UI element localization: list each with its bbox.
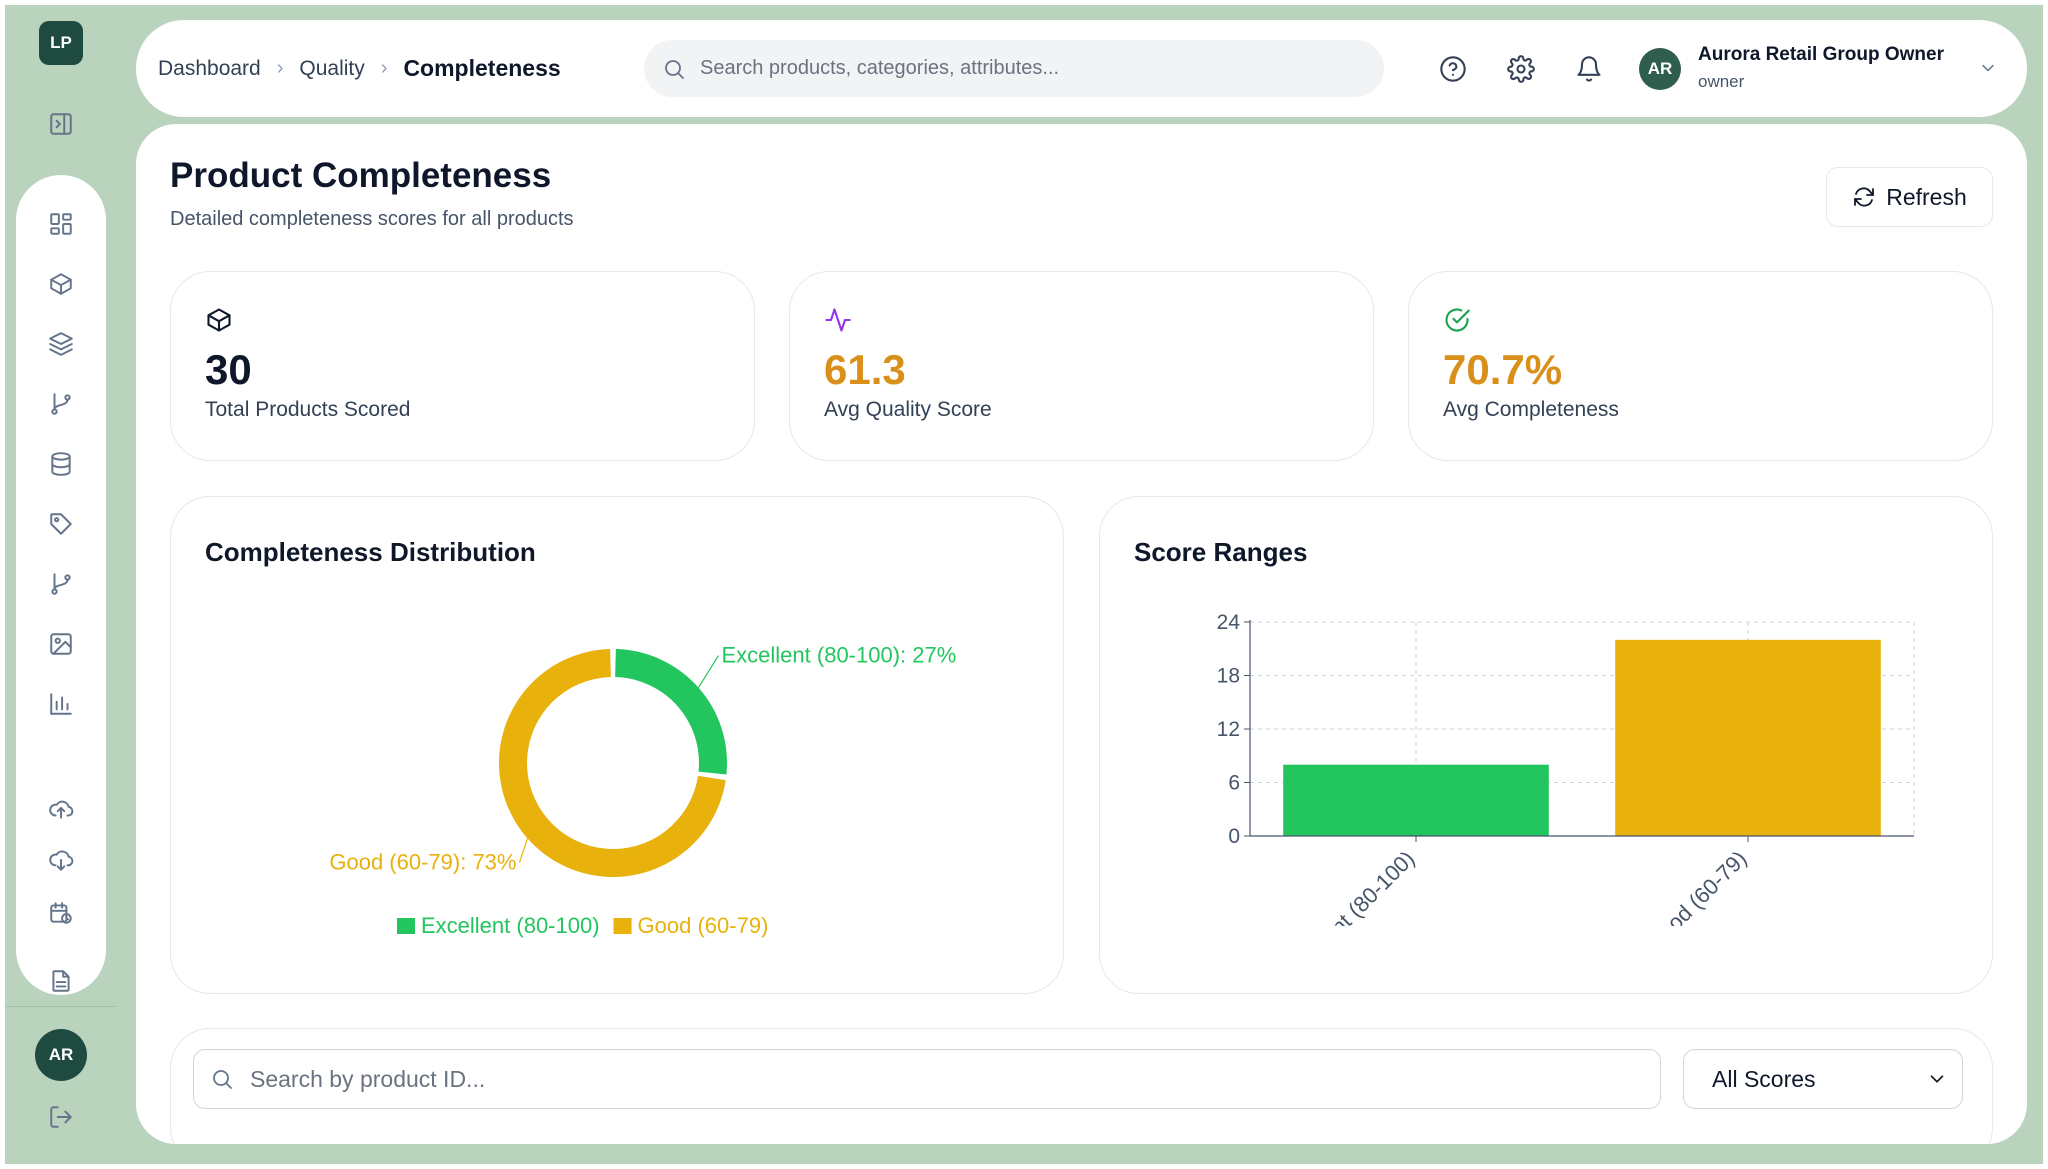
- sidebar-avatar[interactable]: AR: [35, 1029, 87, 1081]
- git-branch-icon[interactable]: [47, 390, 75, 418]
- app-logo[interactable]: LP: [39, 21, 83, 65]
- product-id-search-input[interactable]: [250, 1065, 1630, 1093]
- download-cloud-icon[interactable]: [47, 847, 75, 875]
- legend-label: Excellent (80-100): [421, 913, 600, 938]
- score-filter-select[interactable]: All Scores: [1683, 1049, 1963, 1109]
- sidebar-toggle-icon[interactable]: [47, 110, 75, 138]
- layers-icon[interactable]: [47, 330, 75, 358]
- page-title: Product Completeness: [170, 156, 552, 195]
- y-tick-label: 6: [1228, 772, 1240, 795]
- chevron-right-icon: ›: [380, 57, 388, 79]
- main-panel: Product Completeness Detailed completene…: [136, 124, 2027, 1144]
- user-avatar[interactable]: AR: [1639, 48, 1681, 90]
- stat-value: 70.7%: [1443, 346, 1563, 393]
- donut-chart: Excellent (80-100): 27% Good (60-79): 73%…: [329, 643, 957, 938]
- slice-label: Good (60-79): 73%: [329, 849, 516, 874]
- legend-swatch: [613, 918, 632, 934]
- file-text-icon[interactable]: [47, 967, 75, 995]
- y-tick-label: 0: [1228, 825, 1240, 848]
- slice-leader-line: [518, 838, 529, 863]
- breadcrumb: Dashboard › Quality › Completeness: [158, 20, 561, 117]
- bar-0: [1283, 764, 1549, 836]
- refresh-icon: [1854, 187, 1875, 207]
- score-ranges-chart-card: Score Ranges 0 6 12 18 24 Excellent (80-100) G…: [1099, 496, 1993, 994]
- breadcrumb-dashboard[interactable]: Dashboard: [158, 56, 261, 80]
- logo-text: LP: [50, 33, 72, 52]
- stat-label: Avg Completeness: [1443, 398, 1619, 421]
- stat-card-avg-quality: 61.3 Avg Quality Score: [789, 271, 1374, 461]
- legend-label: Good (60-79): [638, 913, 769, 938]
- image-icon[interactable]: [47, 630, 75, 658]
- sidebar-nav: [16, 175, 106, 995]
- stat-value: 61.3: [824, 346, 906, 393]
- search-icon: [662, 56, 688, 82]
- y-tick-label: 24: [1217, 611, 1241, 634]
- user-name[interactable]: Aurora Retail Group Owner: [1698, 44, 1944, 65]
- stat-card-avg-completeness: 70.7% Avg Completeness: [1408, 271, 1993, 461]
- upload-cloud-icon[interactable]: [47, 795, 75, 823]
- legend-swatch: [397, 918, 415, 934]
- settings-gear-icon[interactable]: [1506, 54, 1536, 84]
- database-icon[interactable]: [47, 450, 75, 478]
- score-filter-value: All Scores: [1712, 1065, 1816, 1092]
- bar-chart: 0 6 12 18 24 Excellent (80-100) Good (60-79): [1217, 611, 1915, 990]
- sidebar-divider: [6, 1006, 116, 1007]
- search-icon: [210, 1066, 236, 1092]
- stat-value: 30: [205, 346, 252, 393]
- y-tick-label: 12: [1217, 718, 1240, 741]
- git-branch-icon[interactable]: [47, 570, 75, 598]
- help-icon[interactable]: [1438, 54, 1468, 84]
- bar-chart-icon[interactable]: [47, 690, 75, 718]
- stat-label: Avg Quality Score: [824, 398, 992, 421]
- dashboard-icon[interactable]: [47, 210, 75, 238]
- x-tick-label: Good (60-79): [1641, 846, 1751, 956]
- user-role: owner: [1698, 72, 1745, 91]
- page-subtitle: Detailed completeness scores for all pro…: [170, 208, 574, 230]
- x-tick-label: Excellent (80-100): [1276, 846, 1420, 990]
- distribution-chart-card: Completeness Distribution Excellent (80-…: [170, 496, 1064, 994]
- tag-icon[interactable]: [47, 510, 75, 538]
- bar-1: [1615, 639, 1881, 836]
- check-circle-icon: [1443, 306, 1473, 336]
- donut-slice-0: [615, 649, 727, 775]
- global-search[interactable]: [644, 40, 1384, 97]
- breadcrumb-quality[interactable]: Quality: [299, 56, 365, 80]
- calendar-clock-icon[interactable]: [47, 899, 75, 927]
- activity-icon: [824, 306, 854, 336]
- product-id-search[interactable]: [193, 1049, 1661, 1109]
- chart-title: Completeness Distribution: [205, 537, 536, 567]
- y-tick-label: 18: [1217, 665, 1240, 688]
- refresh-button[interactable]: Refresh: [1826, 167, 1993, 227]
- chevron-down-icon: [1926, 1068, 1948, 1090]
- box-icon[interactable]: [47, 270, 75, 298]
- chevron-right-icon: ›: [276, 57, 284, 79]
- refresh-label: Refresh: [1886, 183, 1967, 210]
- stat-label: Total Products Scored: [205, 398, 411, 421]
- avatar-initials: AR: [48, 1045, 74, 1064]
- slice-label: Excellent (80-100): 27%: [722, 643, 957, 668]
- notification-bell-icon[interactable]: [1574, 54, 1604, 84]
- user-initials: AR: [1647, 59, 1673, 78]
- box-icon: [205, 306, 235, 336]
- stat-card-total-products: 30 Total Products Scored: [170, 271, 755, 461]
- top-bar: Dashboard › Quality › Completeness AR Au…: [136, 20, 2027, 117]
- logout-icon[interactable]: [47, 1103, 75, 1131]
- chart-title: Score Ranges: [1134, 537, 1308, 567]
- breadcrumb-current: Completeness: [403, 55, 561, 81]
- chevron-down-icon[interactable]: [1978, 56, 2002, 80]
- global-search-input[interactable]: [700, 57, 1360, 80]
- slice-leader-line: [698, 655, 720, 688]
- filter-bar: All Scores: [170, 1028, 1993, 1144]
